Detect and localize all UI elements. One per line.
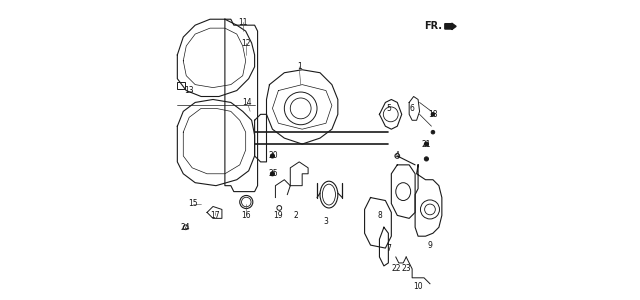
Text: 16: 16 — [241, 211, 251, 220]
Text: 12: 12 — [241, 38, 250, 47]
Text: FR.: FR. — [424, 21, 442, 32]
Ellipse shape — [270, 172, 275, 176]
Text: 22: 22 — [392, 264, 401, 273]
Ellipse shape — [424, 142, 429, 146]
Text: 11: 11 — [238, 18, 248, 27]
Text: 20: 20 — [268, 152, 278, 160]
Ellipse shape — [424, 157, 429, 161]
Text: 8: 8 — [377, 211, 382, 220]
Ellipse shape — [270, 154, 275, 158]
Text: 14: 14 — [243, 98, 252, 107]
Text: 13: 13 — [184, 86, 193, 95]
Text: 4: 4 — [395, 152, 400, 160]
Text: 6: 6 — [410, 104, 415, 113]
Text: 25: 25 — [268, 169, 278, 178]
Text: 24: 24 — [181, 223, 191, 232]
Text: 1: 1 — [297, 62, 301, 71]
Text: 9: 9 — [428, 241, 433, 250]
FancyArrow shape — [445, 23, 456, 30]
Bar — [177, 82, 185, 89]
Text: 10: 10 — [413, 282, 423, 291]
Text: 21: 21 — [422, 140, 431, 148]
Text: 19: 19 — [273, 211, 284, 220]
Text: 18: 18 — [428, 110, 438, 119]
Text: 7: 7 — [386, 244, 391, 253]
Ellipse shape — [431, 130, 435, 134]
Ellipse shape — [431, 112, 435, 116]
Text: 5: 5 — [386, 104, 391, 113]
Text: 15: 15 — [188, 199, 198, 208]
Text: 2: 2 — [294, 211, 299, 220]
Text: 3: 3 — [323, 217, 328, 226]
Text: 23: 23 — [401, 264, 411, 273]
Text: 17: 17 — [211, 211, 220, 220]
